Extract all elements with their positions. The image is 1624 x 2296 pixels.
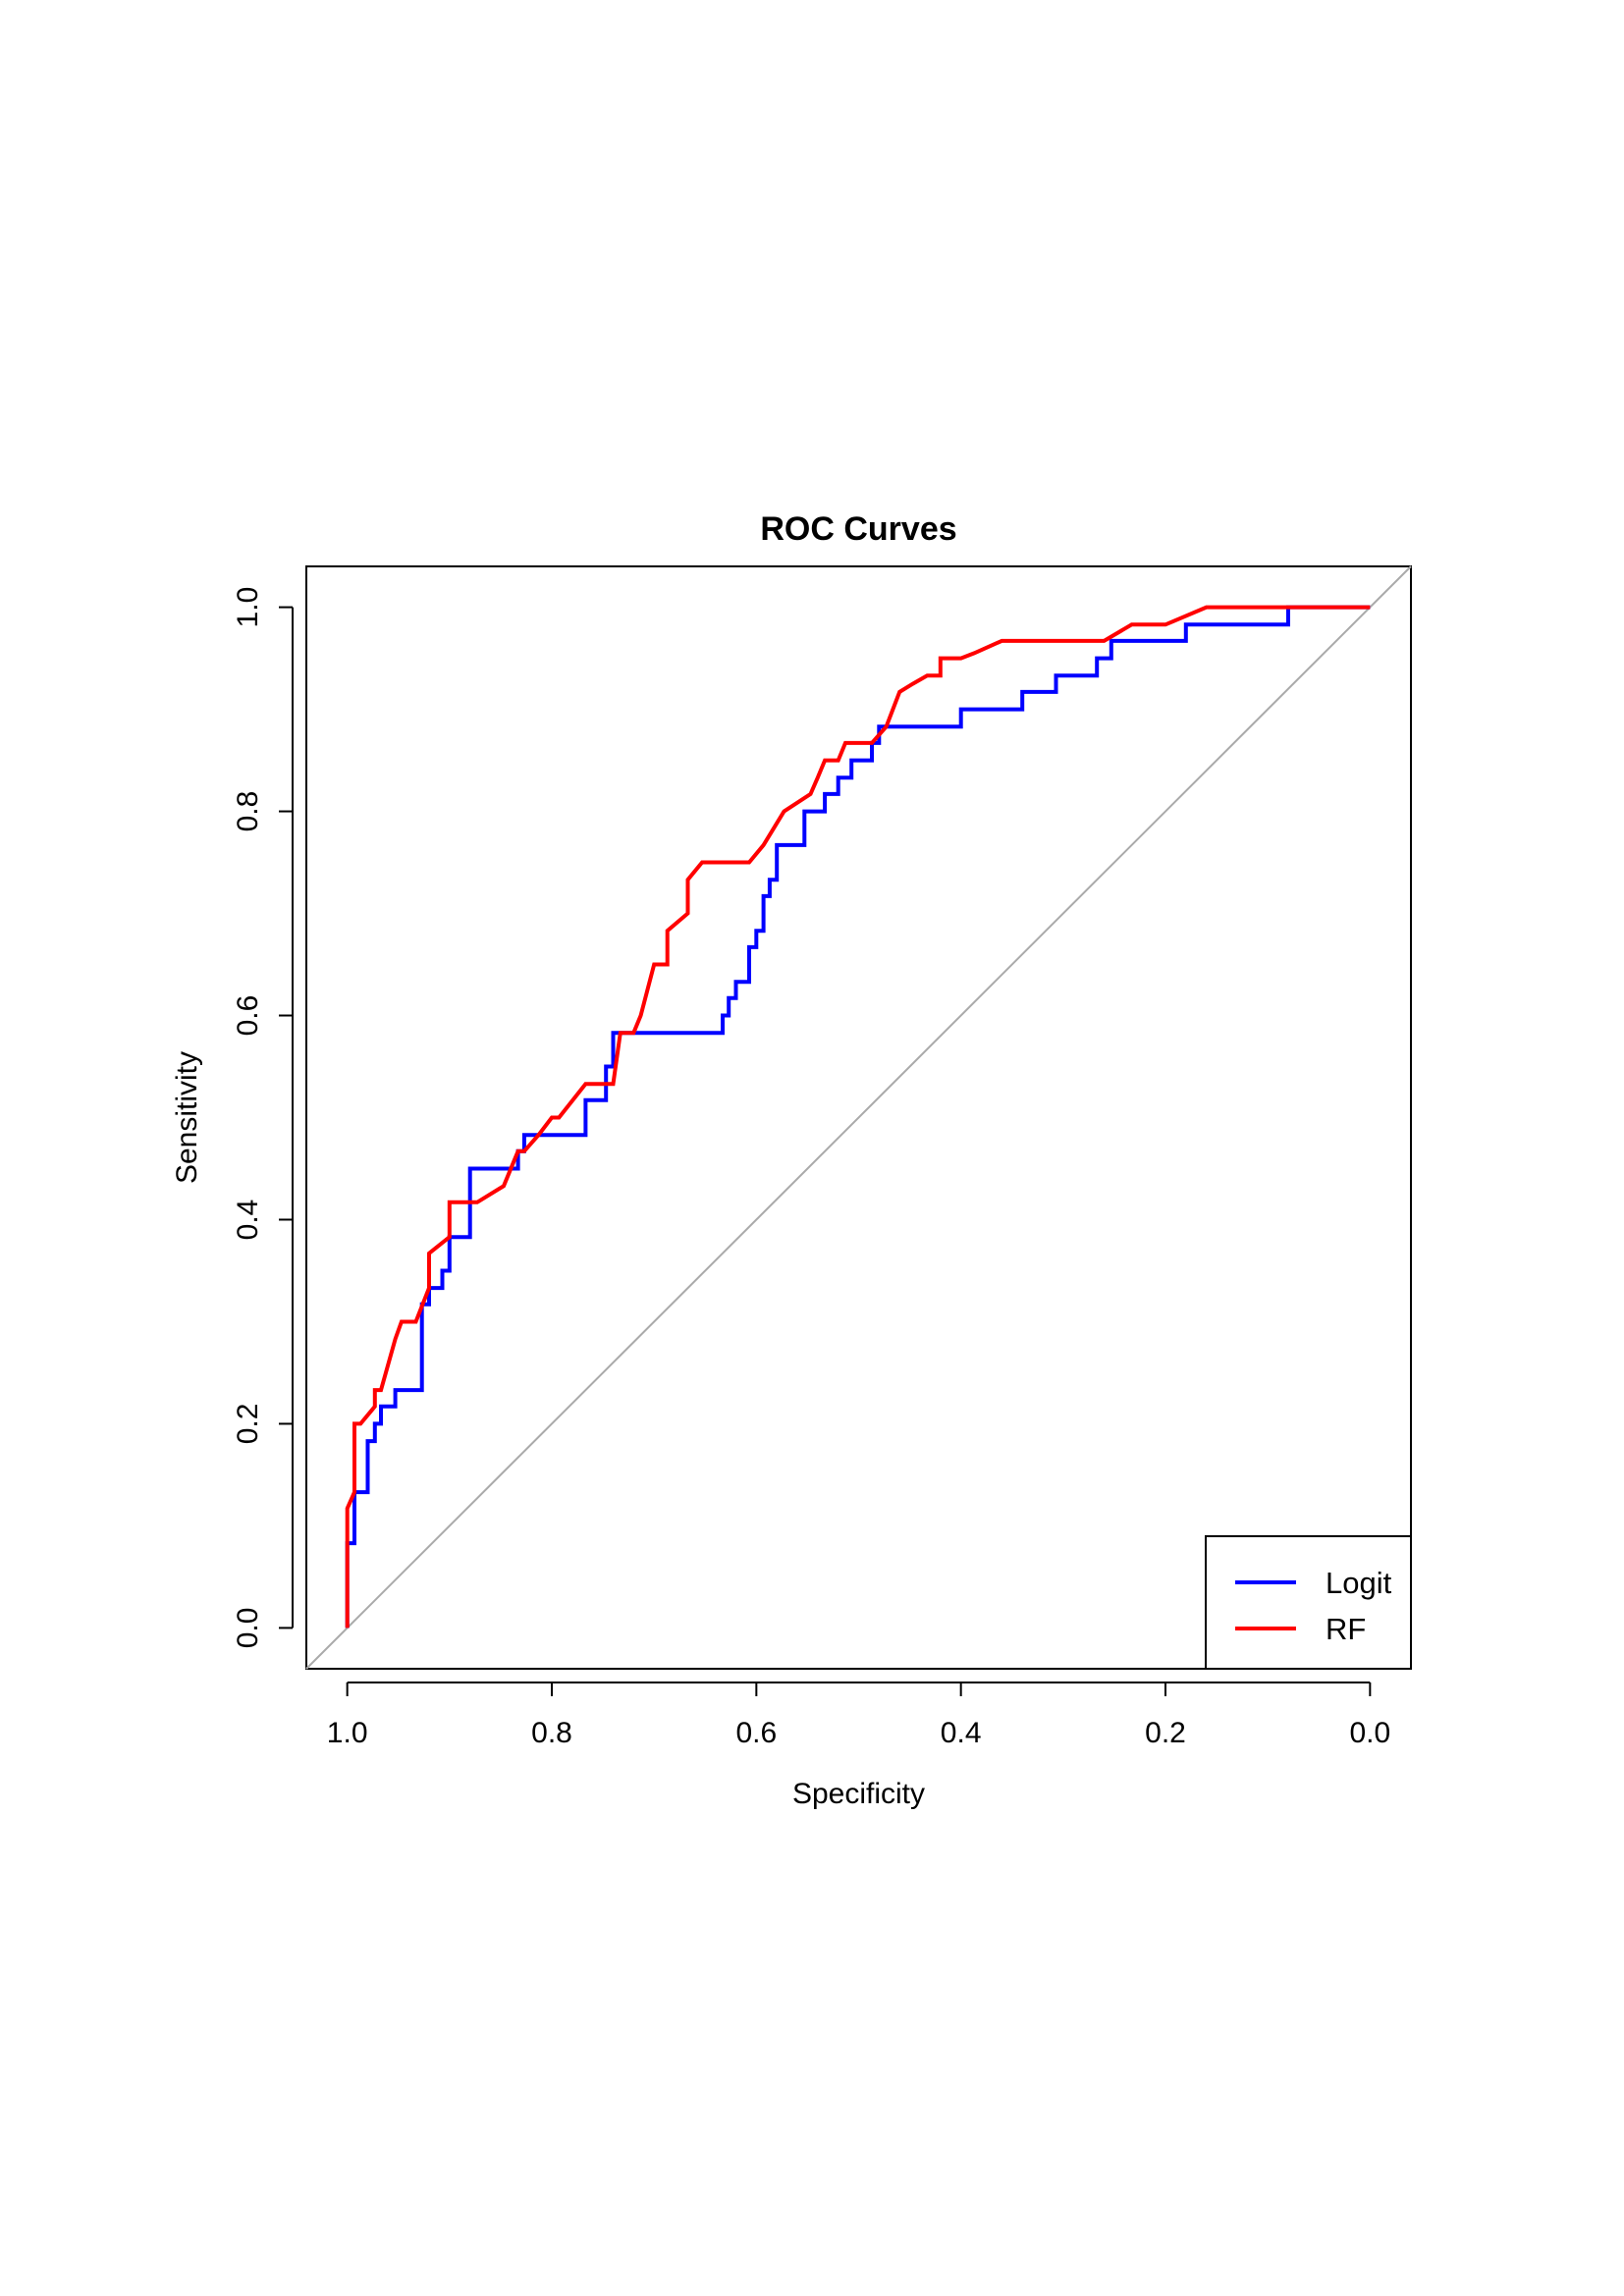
y-tick-label: 0.6 bbox=[232, 995, 264, 1037]
y-tick-label: 0.8 bbox=[232, 791, 264, 832]
legend-label-logit: Logit bbox=[1326, 1566, 1392, 1600]
x-tick-label: 0.0 bbox=[1349, 1717, 1390, 1749]
reference-diagonal-line bbox=[305, 565, 1412, 1670]
y-axis: 0.0 0.2 0.4 0.6 0.8 1.0 bbox=[232, 587, 294, 1649]
y-tick-label: 0.0 bbox=[232, 1608, 264, 1649]
x-tick-label: 0.8 bbox=[531, 1717, 572, 1749]
x-tick-label: 1.0 bbox=[327, 1717, 368, 1749]
y-tick-label: 0.4 bbox=[232, 1200, 264, 1241]
y-axis-label: Sensitivity bbox=[171, 1051, 203, 1184]
series-line-logit bbox=[345, 605, 1371, 1629]
x-tick-label: 0.4 bbox=[941, 1717, 982, 1749]
legend: Logit RF bbox=[1205, 1535, 1412, 1670]
y-tick-label: 1.0 bbox=[232, 587, 264, 628]
x-tick-label: 0.2 bbox=[1145, 1717, 1186, 1749]
series-line-rf bbox=[345, 605, 1371, 1629]
legend-label-rf: RF bbox=[1326, 1612, 1366, 1646]
y-tick-label: 0.2 bbox=[232, 1404, 264, 1445]
x-axis-label: Specificity bbox=[792, 1778, 925, 1810]
x-axis: 1.0 0.8 0.6 0.4 0.2 0.0 bbox=[327, 1682, 1390, 1749]
x-tick-label: 0.6 bbox=[735, 1717, 777, 1749]
chart-title: ROC Curves bbox=[760, 510, 956, 548]
plot-border bbox=[305, 565, 1412, 1670]
legend-box bbox=[1205, 1535, 1412, 1670]
